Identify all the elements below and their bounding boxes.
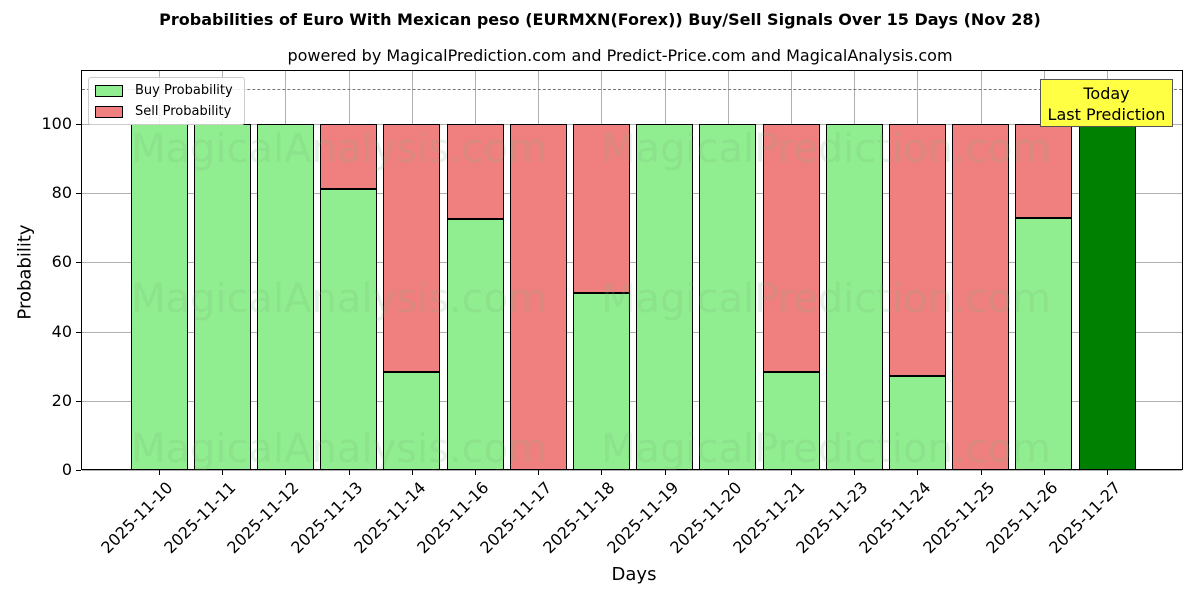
today-annotation: Today Last Prediction (1040, 79, 1173, 127)
grid-line-horizontal (82, 262, 1182, 264)
x-axis-label: Days (611, 564, 657, 585)
x-tick-mark (601, 470, 603, 475)
bar-sell (383, 124, 441, 373)
legend-item-sell: Sell Probability (95, 104, 231, 119)
x-tick-mark (1043, 470, 1045, 475)
bar-buy (636, 124, 694, 470)
grid-line-horizontal (82, 193, 1182, 195)
x-tick-mark (222, 470, 224, 475)
bar-buy (130, 124, 188, 470)
y-axis-label: Probability (14, 224, 36, 320)
bar-sell (320, 124, 378, 190)
y-tick-mark (76, 193, 81, 195)
today-annotation-line2: Last Prediction (1047, 105, 1166, 124)
x-tick-mark (1107, 470, 1108, 475)
y-tick-label: 60 (51, 252, 72, 272)
plot-area: MagicalAnalysis.comMagicalPrediction.com… (81, 70, 1183, 472)
chart-subtitle: powered by MagicalPrediction.com and Pre… (287, 46, 953, 65)
legend: Buy Probability Sell Probability (88, 77, 245, 125)
bar-buy (1015, 218, 1073, 470)
y-tick-mark (76, 470, 81, 471)
grid-line-horizontal (82, 124, 1182, 125)
bar-buy (446, 219, 504, 470)
y-tick-label: 0 (61, 460, 72, 479)
bar-buy (572, 292, 630, 470)
today-annotation-line1: Today (1083, 84, 1130, 103)
bar-buy (193, 124, 251, 470)
bar-today (1078, 124, 1136, 470)
chart-title: Probabilities of Euro With Mexican peso … (159, 10, 1041, 29)
y-tick-label: 100 (41, 114, 72, 133)
grid-line-horizontal (82, 331, 1182, 333)
bar-buy (699, 124, 757, 470)
legend-sell-label: Sell Probability (135, 104, 232, 119)
x-tick-mark (159, 470, 160, 475)
buy-swatch-icon (95, 84, 123, 97)
x-tick-mark (348, 470, 350, 475)
grid-line-horizontal (82, 470, 1182, 471)
x-tick-mark (854, 470, 856, 475)
y-tick-mark (76, 331, 81, 333)
x-tick-mark (475, 470, 476, 475)
x-tick-mark (727, 470, 729, 475)
x-tick-mark (791, 470, 792, 475)
bar-sell (952, 124, 1010, 470)
x-tick-mark (917, 470, 919, 475)
bar-buy (383, 372, 441, 470)
bar-sell (1015, 124, 1073, 219)
x-tick-mark (411, 470, 413, 475)
bar-buy (825, 124, 883, 470)
legend-buy-label: Buy Probability (135, 83, 233, 98)
x-tick-mark (980, 470, 982, 475)
bar-sell (446, 124, 504, 220)
bar-sell (762, 124, 820, 373)
y-tick-label: 40 (51, 321, 72, 341)
y-tick-mark (76, 400, 81, 402)
x-tick-mark (538, 470, 540, 475)
reference-line (82, 89, 1182, 91)
bar-buy (256, 124, 314, 470)
x-tick-mark (664, 470, 666, 475)
y-tick-mark (76, 262, 81, 264)
sell-swatch-icon (95, 105, 123, 118)
bar-buy (320, 189, 378, 470)
bar-buy (762, 372, 820, 470)
legend-item-buy: Buy Probability (95, 83, 233, 98)
bar-buy (888, 375, 946, 470)
bar-sell (888, 124, 946, 376)
y-tick-label: 80 (51, 183, 72, 203)
grid-line-horizontal (82, 400, 1182, 402)
y-tick-mark (76, 124, 81, 125)
y-tick-label: 20 (51, 390, 72, 410)
bar-sell (572, 124, 630, 293)
x-tick-mark (285, 470, 287, 475)
bar-sell (509, 124, 567, 470)
